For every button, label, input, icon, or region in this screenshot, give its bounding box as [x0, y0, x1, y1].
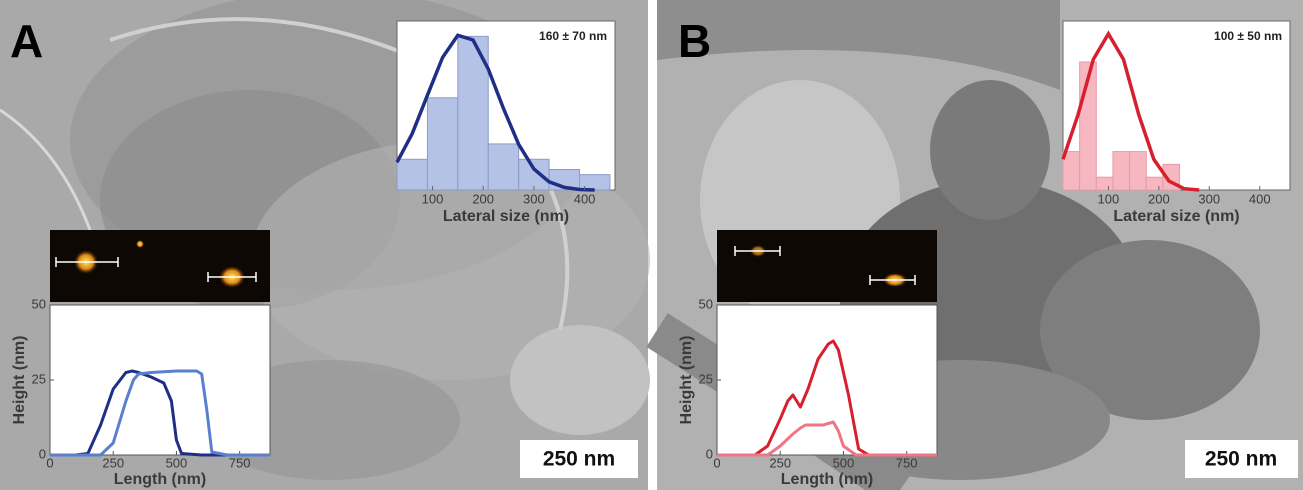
- afm-image-b: [717, 230, 937, 302]
- x-tick-label: 300: [523, 191, 545, 206]
- scale-bar-box: [1185, 440, 1298, 478]
- x-axis-label: Lateral size (nm): [443, 208, 569, 225]
- y-tick-label: 25: [699, 371, 713, 386]
- profile-line: [50, 369, 270, 457]
- y-tick-label: 0: [706, 446, 713, 461]
- x-tick-label: 200: [472, 191, 494, 206]
- bar: [1145, 176, 1164, 191]
- x-axis-label: Length (nm): [781, 471, 873, 488]
- x-tick-label: 200: [1148, 191, 1170, 206]
- bar: [396, 158, 428, 191]
- y-tick-label: 50: [32, 296, 46, 311]
- x-tick-label: 300: [1198, 191, 1220, 206]
- x-tick-label: 250: [769, 455, 791, 470]
- scale-bar-box: [520, 440, 638, 478]
- bar: [487, 143, 520, 191]
- scale-bar-label: 250 nm: [1205, 448, 1277, 471]
- fit-curve: [395, 33, 595, 192]
- panel-label: A: [10, 15, 43, 67]
- x-tick-label: 250: [102, 455, 124, 470]
- x-tick-label: 400: [574, 191, 596, 206]
- bar: [579, 174, 611, 191]
- x-tick-label: 400: [1249, 191, 1271, 206]
- y-tick-label: 0: [39, 446, 46, 461]
- x-tick-label: 500: [166, 455, 188, 470]
- y-axis-label: Height (nm): [678, 336, 695, 425]
- annotation: 100 ± 50 nm: [1214, 29, 1282, 43]
- y-tick-label: 25: [32, 371, 46, 386]
- fit-curve: [1061, 30, 1200, 192]
- y-axis-label: Height (nm): [11, 336, 28, 425]
- bar: [518, 158, 550, 191]
- panel-label: B: [678, 15, 711, 67]
- bar: [1129, 151, 1147, 191]
- scale-bar-label: 250 nm: [543, 448, 615, 471]
- afm-image-a: [50, 230, 270, 302]
- profile-line: [717, 339, 937, 457]
- bar: [426, 97, 459, 191]
- x-axis-label: Length (nm): [114, 471, 206, 488]
- x-tick-label: 100: [422, 191, 444, 206]
- plot-area: [716, 304, 938, 456]
- x-tick-label: 500: [833, 455, 855, 470]
- x-tick-label: 750: [229, 455, 251, 470]
- bar: [1112, 151, 1131, 191]
- y-tick-label: 50: [699, 296, 713, 311]
- profile-line: [717, 420, 937, 457]
- bar: [1095, 176, 1114, 191]
- x-tick-label: 0: [713, 455, 720, 470]
- x-tick-label: 750: [896, 455, 918, 470]
- x-tick-label: 0: [46, 455, 53, 470]
- annotation: 160 ± 70 nm: [539, 29, 607, 43]
- x-tick-label: 100: [1098, 191, 1120, 206]
- x-axis-label: Lateral size (nm): [1113, 208, 1239, 225]
